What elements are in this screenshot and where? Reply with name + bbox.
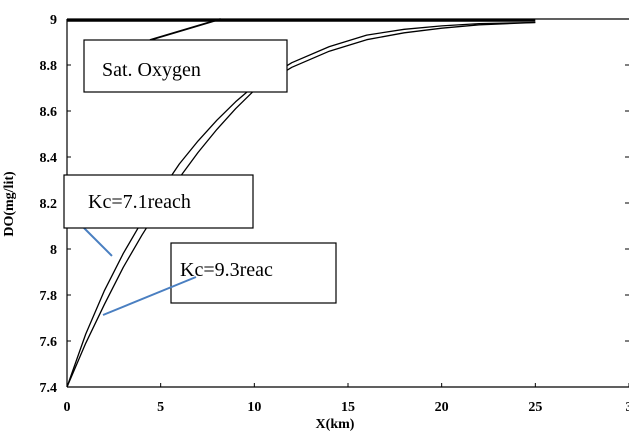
annotation-box-1 bbox=[63, 174, 254, 229]
y-tick-label: 8 bbox=[50, 243, 57, 258]
x-tick-label: 10 bbox=[247, 400, 261, 415]
x-axis-label: X(km) bbox=[316, 417, 355, 432]
x-tick-label: 3 bbox=[626, 400, 629, 415]
y-axis-label: DO(mg/lit) bbox=[2, 171, 17, 237]
annotation-label-1: Kc=7.1reach bbox=[88, 191, 191, 213]
annotation-box-0 bbox=[83, 39, 288, 93]
y-tick-label: 8.4 bbox=[40, 151, 58, 166]
annotation-label-0: Sat. Oxygen bbox=[102, 59, 201, 81]
annotations: Sat. Oxygen Kc=7.1reach Kc=9.3reac bbox=[63, 18, 337, 316]
x-tick-label: 15 bbox=[341, 400, 355, 415]
x-tick-label: 20 bbox=[435, 400, 449, 415]
annotation-arrow-0 bbox=[149, 18, 221, 41]
y-tick-label: 8.8 bbox=[40, 59, 58, 74]
y-tick-label: 8.2 bbox=[40, 197, 58, 212]
annotation-box-2 bbox=[170, 242, 337, 304]
y-tick-label: 9 bbox=[50, 13, 57, 28]
y-tick-label: 7.8 bbox=[40, 289, 58, 304]
x-tick-label: 5 bbox=[157, 400, 164, 415]
y-tick-label: 7.4 bbox=[40, 381, 58, 396]
series-line-0 bbox=[66, 21, 536, 388]
x-tick-label: 0 bbox=[64, 400, 71, 415]
tick-labels: 0 5 10 15 20 25 3 7.4 7.6 7.8 8 8.2 8.4 8.6 8.8 9 bbox=[40, 13, 629, 415]
annotation-label-2: Kc=9.3reac bbox=[180, 259, 273, 281]
series-line-1 bbox=[66, 21, 536, 388]
y-tick-label: 8.6 bbox=[40, 105, 58, 120]
x-tick-label: 25 bbox=[528, 400, 542, 415]
series-layer bbox=[66, 18, 536, 388]
annotation-arrow-1 bbox=[83, 227, 113, 257]
annotation-arrow-2 bbox=[102, 276, 197, 316]
y-tick-label: 7.6 bbox=[40, 335, 58, 350]
